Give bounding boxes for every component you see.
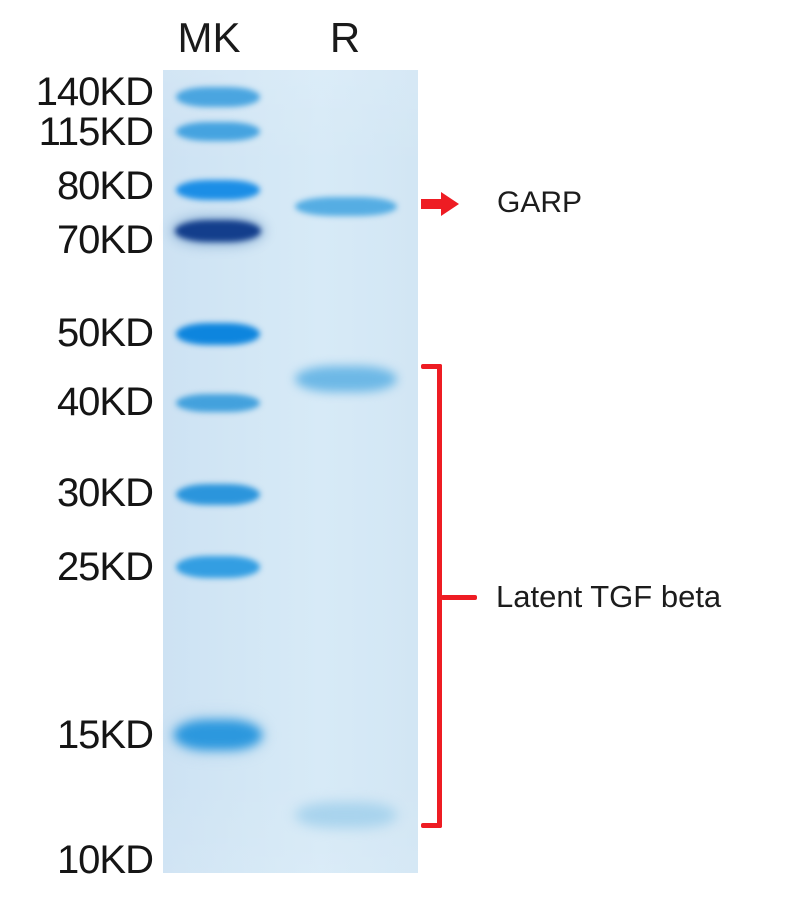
bracket-vertical-line [437,364,442,828]
band-marker-70kd [175,220,261,242]
garp-annotation-label: GARP [497,186,583,219]
bracket-bottom-arm [421,823,442,828]
lane-header-marker: MK [177,14,241,61]
band-marker-25kd [176,556,260,578]
mw-label-80kd: 80KD [56,164,154,208]
lane-header-sample: R [329,14,361,61]
mw-label-10kd: 10KD [56,838,154,882]
mw-label-115kd: 115KD [38,110,154,154]
mw-label-15kd: 15KD [56,713,154,757]
band-marker-80kd [176,180,260,200]
band-sample-45kd [295,366,397,392]
mw-label-40kd: 40KD [56,380,154,424]
band-marker-115kd [176,121,260,141]
mw-label-70kd: 70KD [56,218,154,262]
bracket-top-arm [421,364,442,369]
arrow-right-icon [421,192,459,216]
mw-label-140kd: 140KD [35,70,154,114]
bracket-middle-tick [441,595,477,600]
band-marker-140kd [176,87,260,107]
mw-label-30kd: 30KD [56,471,154,515]
band-sample-garp-75kd [295,196,397,216]
mw-label-50kd: 50KD [56,311,154,355]
band-sample-12kd [295,802,397,828]
band-marker-50kd [176,323,260,345]
band-marker-15kd [174,720,262,750]
mw-label-25kd: 25KD [56,545,154,589]
band-marker-30kd [176,483,260,505]
band-marker-40kd [176,394,260,412]
latent-tgf-beta-annotation-label: Latent TGF beta [496,579,722,614]
